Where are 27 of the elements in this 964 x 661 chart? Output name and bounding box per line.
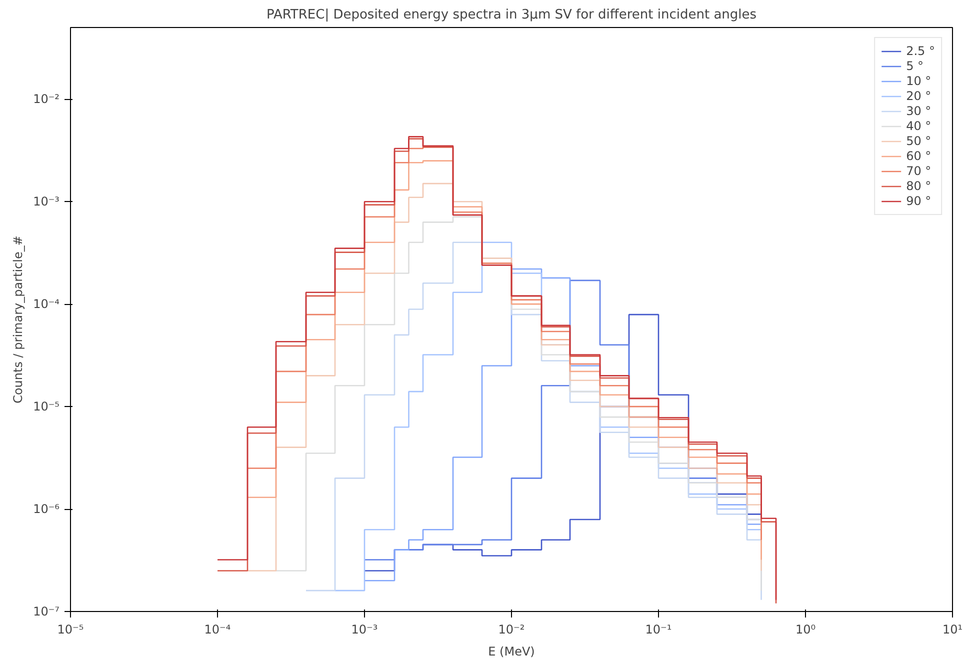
y-tick-label: 10⁻⁴: [33, 297, 60, 312]
legend-label: 2.5 °: [906, 44, 935, 58]
legend-label: 5 °: [906, 59, 925, 73]
y-tick-label: 10⁻²: [33, 92, 60, 106]
legend-label: 50 °: [906, 134, 932, 148]
legend-label: 30 °: [906, 104, 932, 118]
x-tick-label: 10⁻¹: [645, 622, 672, 636]
legend-label: 70 °: [906, 164, 932, 178]
y-tick-label: 10⁻⁷: [33, 604, 60, 618]
legend-label: 40 °: [906, 119, 932, 133]
y-axis-title: Counts / primary_particle_#: [11, 236, 26, 404]
y-tick-label: 10⁻⁵: [33, 400, 60, 414]
legend-label: 20 °: [906, 89, 932, 103]
x-axis-title: E (MeV): [488, 644, 535, 658]
legend-label: 10 °: [906, 74, 932, 88]
legend-label: 90 °: [906, 194, 932, 208]
x-tick-label: 10⁻⁵: [57, 622, 84, 636]
x-tick-label: 10⁻⁴: [204, 622, 231, 636]
x-tick-label: 10⁻²: [498, 622, 525, 636]
x-tick-label: 10¹: [942, 622, 963, 636]
legend-label: 80 °: [906, 179, 932, 193]
x-tick-label: 10⁰: [795, 622, 816, 636]
chart-title: PARTREC| Deposited energy spectra in 3μm SV for different incident angles: [266, 8, 757, 22]
legend-label: 60 °: [906, 149, 932, 163]
y-tick-label: 10⁻³: [33, 194, 60, 209]
y-tick-label: 10⁻⁶: [33, 502, 60, 516]
x-tick-label: 10⁻³: [351, 622, 378, 636]
